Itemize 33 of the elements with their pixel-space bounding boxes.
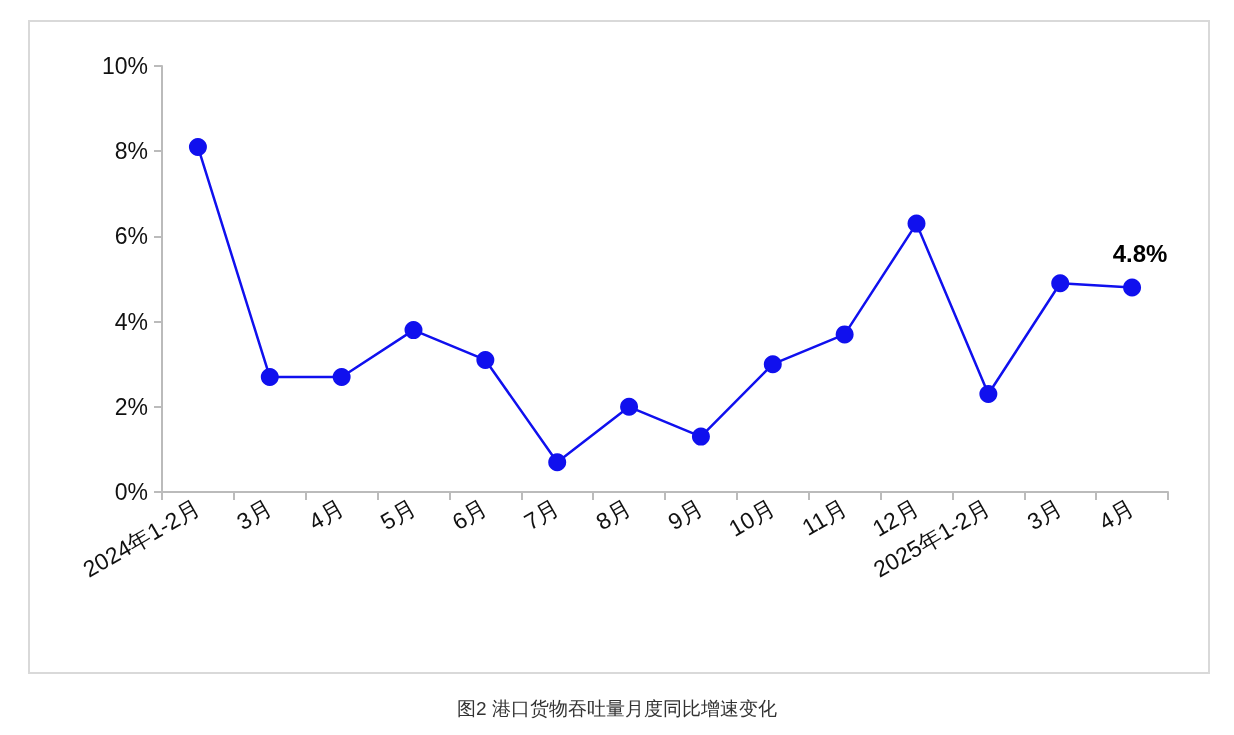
y-tick-label: 10% — [101, 53, 148, 79]
point — [979, 385, 998, 404]
point — [835, 325, 854, 344]
point — [260, 367, 279, 386]
text: 图2 港口货物吞吐量月度同比增速变化 — [456, 697, 778, 721]
point — [763, 355, 782, 374]
x-tick-label: 9月 — [663, 494, 708, 536]
point — [691, 427, 710, 446]
x-tick-label: 6月 — [447, 494, 492, 536]
y-tick-label: 2% — [114, 393, 148, 420]
y-tick-label: 6% — [114, 223, 148, 250]
y-tick-label: 0% — [114, 479, 148, 505]
point — [404, 321, 423, 340]
y-tick-label: 8% — [114, 138, 148, 165]
point — [332, 367, 351, 386]
x-tick-label: 5月 — [376, 494, 420, 536]
point — [1051, 274, 1070, 293]
point — [620, 397, 639, 416]
point — [548, 453, 567, 472]
x-tick-label: 4月 — [1094, 494, 1139, 536]
x-tick-label: 10月 — [724, 494, 780, 542]
x-tick-label: 11月 — [797, 494, 852, 541]
y-tick-label: 4% — [114, 308, 148, 335]
point — [1123, 278, 1142, 297]
x-tick-label: 4月 — [304, 494, 349, 536]
x-tick-label: 3月 — [1022, 494, 1067, 536]
x-tick-label: 3月 — [232, 494, 277, 536]
x-tick-label: 8月 — [591, 494, 636, 536]
annotation: 4.8% — [1112, 240, 1168, 268]
point — [188, 137, 207, 156]
x-tick-label: 7月 — [519, 494, 564, 536]
point — [907, 214, 926, 233]
point — [476, 350, 495, 369]
